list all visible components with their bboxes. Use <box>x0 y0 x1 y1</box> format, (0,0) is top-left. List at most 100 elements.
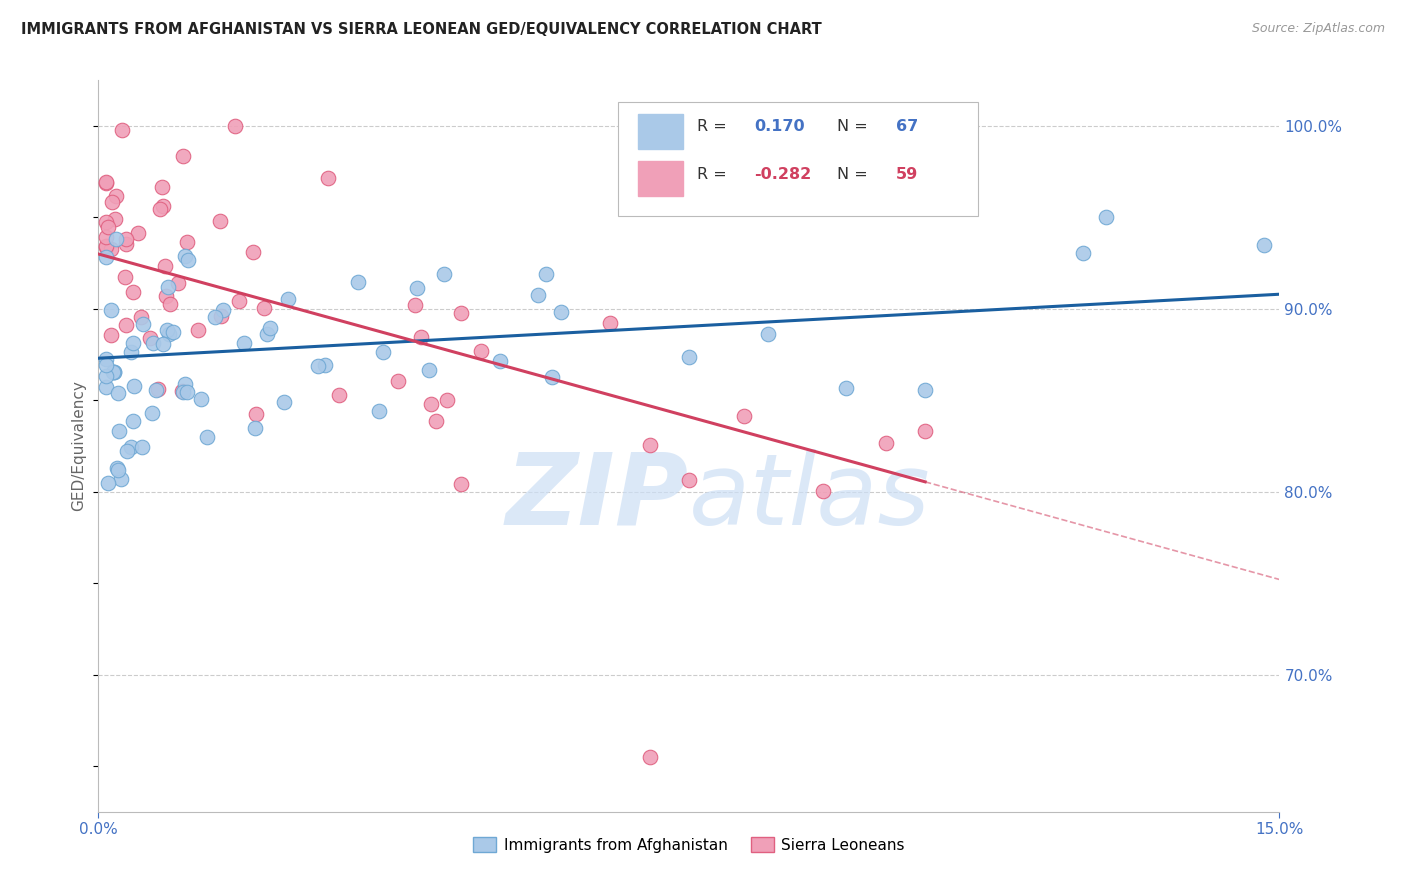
Bar <box>638 161 683 196</box>
Text: N =: N = <box>837 167 873 182</box>
Point <box>1253 237 1275 252</box>
Point <box>97 476 120 491</box>
Point <box>146 382 169 396</box>
Point <box>103 365 125 379</box>
Bar <box>638 161 683 196</box>
Point <box>96 239 118 253</box>
Text: IMMIGRANTS FROM AFGHANISTAN VS SIERRA LEONEAN GED/EQUIVALENCY CORRELATION CHART: IMMIGRANTS FROM AFGHANISTAN VS SIERRA LE… <box>21 22 823 37</box>
Point <box>242 244 264 259</box>
Text: R =: R = <box>697 119 733 134</box>
Text: 0.170: 0.170 <box>754 119 804 134</box>
Point <box>273 395 295 409</box>
Point <box>678 350 700 364</box>
Point <box>1095 211 1118 225</box>
Point <box>328 388 350 402</box>
Point <box>96 369 118 384</box>
Point <box>875 436 897 450</box>
Point <box>100 242 122 256</box>
Point <box>425 414 447 428</box>
Point <box>436 393 458 408</box>
Point <box>418 363 440 377</box>
Point <box>245 407 267 421</box>
Point <box>172 385 194 400</box>
Point <box>277 292 299 306</box>
Point <box>107 386 129 401</box>
Point <box>105 460 128 475</box>
Point <box>152 199 174 213</box>
Point <box>172 149 194 163</box>
Point <box>104 211 127 226</box>
Text: N =: N = <box>837 119 873 134</box>
Point <box>115 236 138 251</box>
Bar <box>638 114 683 149</box>
Point <box>122 285 145 299</box>
Point <box>371 344 394 359</box>
Point <box>259 320 281 334</box>
Point <box>149 202 172 216</box>
Point <box>811 483 834 498</box>
Point <box>111 122 134 136</box>
Point <box>129 310 152 325</box>
Point <box>97 219 120 234</box>
Point <box>115 444 138 458</box>
Point <box>150 180 173 194</box>
Point <box>176 235 198 249</box>
Point <box>638 438 661 452</box>
Point <box>232 336 254 351</box>
Point <box>411 329 433 343</box>
Point <box>127 227 149 241</box>
Point <box>152 336 174 351</box>
Point <box>314 358 336 372</box>
Point <box>142 335 165 350</box>
Point <box>96 230 118 244</box>
Point <box>159 297 181 311</box>
Point <box>101 365 124 379</box>
Point <box>756 326 779 341</box>
Point <box>406 281 429 295</box>
Point <box>187 323 209 337</box>
Text: R =: R = <box>697 167 733 182</box>
Point <box>153 259 176 273</box>
Point <box>252 301 274 316</box>
Point <box>108 424 131 438</box>
Point <box>209 310 232 324</box>
Point <box>141 407 163 421</box>
Point <box>307 359 329 373</box>
Point <box>450 477 472 491</box>
Text: 67: 67 <box>896 119 918 134</box>
Point <box>110 473 132 487</box>
Point <box>100 328 122 343</box>
Point <box>387 374 409 388</box>
Point <box>540 370 562 384</box>
Point <box>174 376 197 391</box>
Point <box>131 440 153 454</box>
Point <box>835 382 858 396</box>
Point <box>114 232 136 246</box>
Bar <box>638 114 683 149</box>
Point <box>450 306 472 320</box>
Point <box>139 331 162 345</box>
Text: ZIP: ZIP <box>506 449 689 546</box>
Point <box>368 403 391 417</box>
Point <box>115 318 138 332</box>
Point <box>162 325 184 339</box>
Point <box>100 303 122 318</box>
Legend: Immigrants from Afghanistan, Sierra Leoneans: Immigrants from Afghanistan, Sierra Leon… <box>467 831 911 859</box>
Y-axis label: GED/Equivalency: GED/Equivalency <box>72 381 87 511</box>
Text: Source: ZipAtlas.com: Source: ZipAtlas.com <box>1251 22 1385 36</box>
Point <box>120 440 142 454</box>
Point <box>1071 246 1094 260</box>
Point <box>534 268 557 282</box>
Point <box>433 267 456 281</box>
Point <box>599 317 621 331</box>
Point <box>157 327 180 342</box>
Point <box>678 473 700 487</box>
Text: 59: 59 <box>896 167 918 182</box>
Point <box>96 250 118 264</box>
Point <box>96 358 118 372</box>
Point <box>96 351 118 366</box>
Point <box>155 289 177 303</box>
Point <box>121 414 143 428</box>
Point <box>638 749 661 764</box>
Point <box>173 249 195 263</box>
